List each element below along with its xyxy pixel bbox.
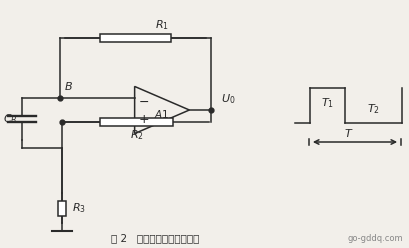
Bar <box>100 34 171 42</box>
Text: $R_2$: $R_2$ <box>130 128 144 142</box>
Text: $T$: $T$ <box>344 127 353 139</box>
Text: $R_1$: $R_1$ <box>155 18 169 32</box>
Text: $T_2$: $T_2$ <box>367 103 380 116</box>
Text: $U_0$: $U_0$ <box>221 92 236 106</box>
Text: $+$: $+$ <box>138 113 149 126</box>
Text: $-$: $-$ <box>138 95 149 108</box>
Text: 图 2   迟滞比较式方波振荡器: 图 2 迟滞比较式方波振荡器 <box>111 233 199 243</box>
Text: go-gddq.com: go-gddq.com <box>347 234 403 243</box>
Bar <box>100 118 173 126</box>
Text: $A1$: $A1$ <box>154 108 170 120</box>
Text: $R_3$: $R_3$ <box>72 201 86 215</box>
Text: $C_B$: $C_B$ <box>3 112 18 126</box>
Text: $T_1$: $T_1$ <box>321 97 334 110</box>
Bar <box>58 200 66 216</box>
Text: $B$: $B$ <box>64 80 73 92</box>
